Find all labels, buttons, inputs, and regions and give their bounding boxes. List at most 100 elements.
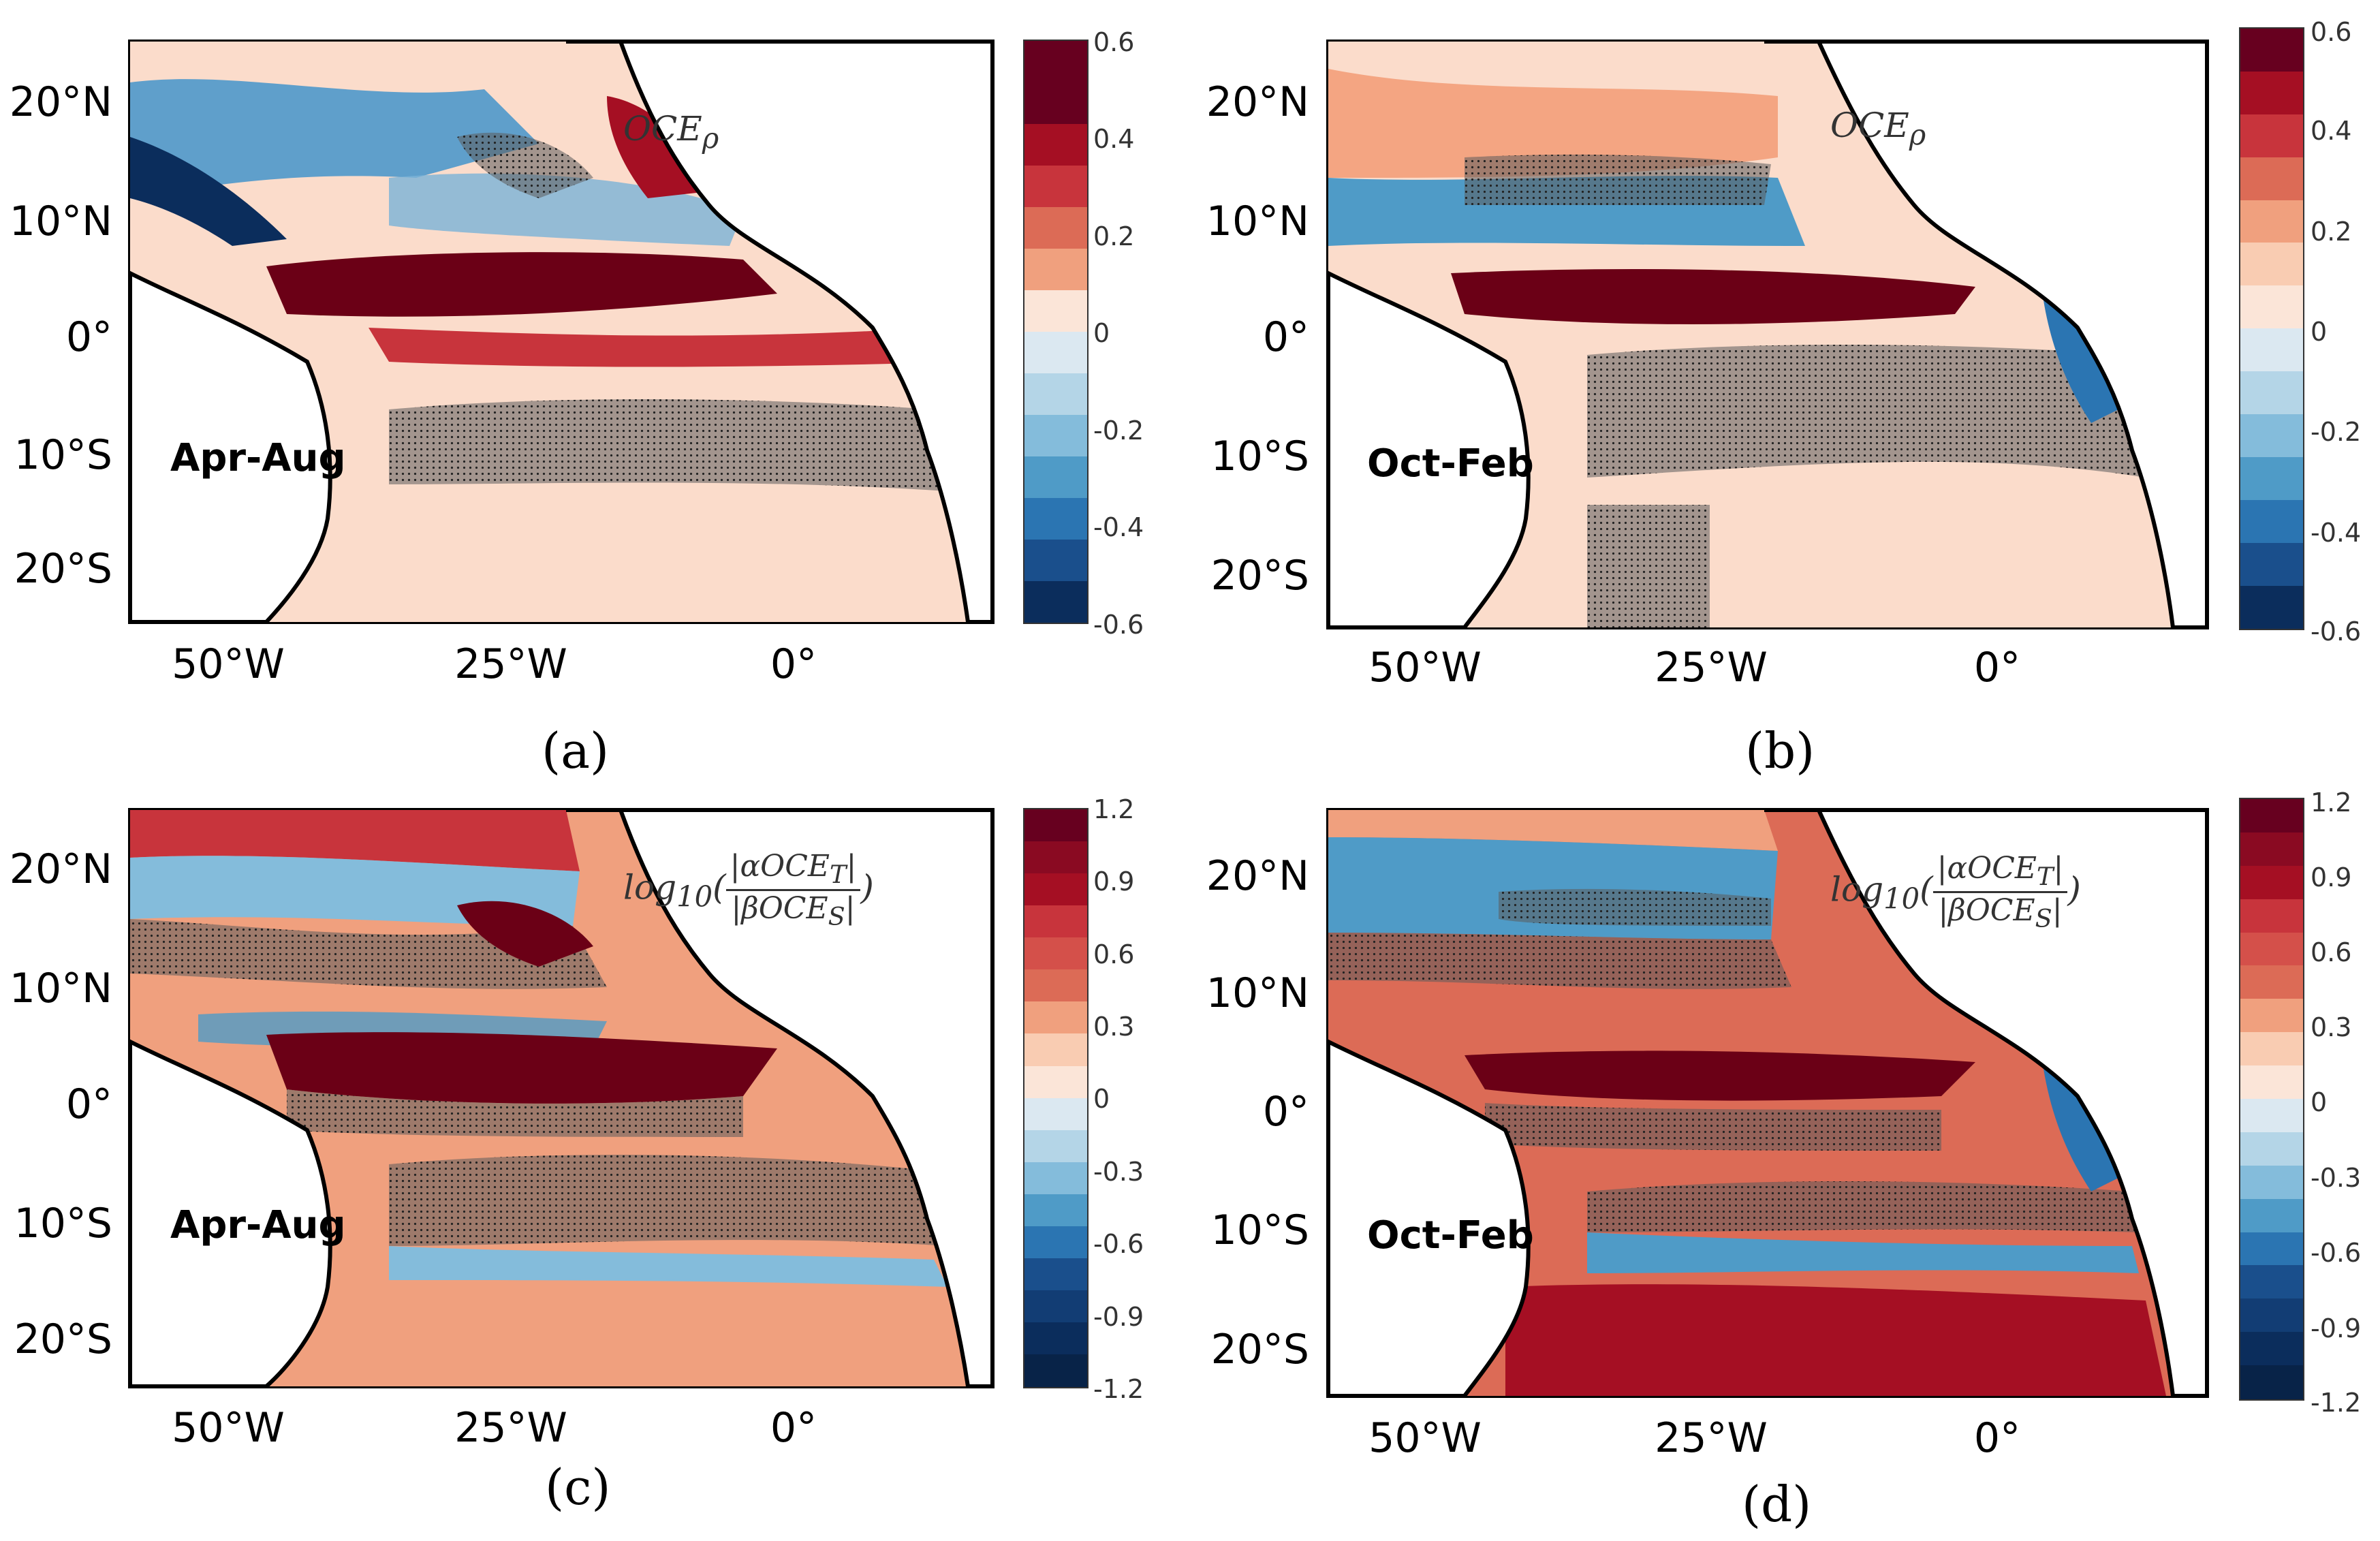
cb-b-tick-1: 0.4 [2311, 116, 2352, 146]
cb-a-3 [1024, 206, 1087, 249]
cb-c-tick-4: 0 [1093, 1084, 1110, 1114]
ytick-c-2: 0° [65, 1080, 112, 1128]
cb-c-12 [1024, 1194, 1087, 1226]
formula-a: OCEρ [623, 109, 719, 155]
formula-b-sub: ρ [1909, 118, 1926, 151]
colorbar-c [1023, 808, 1089, 1388]
cb-d-6 [2240, 999, 2303, 1033]
cb-b-tick-5: -0.4 [2311, 518, 2362, 548]
cb-d-0 [2240, 799, 2303, 832]
formula-c-num-sub: T [830, 859, 847, 889]
cb-a-tick-6: -0.6 [1093, 610, 1144, 640]
cb-d-8 [2240, 1065, 2303, 1100]
cb-c-8 [1024, 1065, 1087, 1098]
cb-a-10 [1024, 497, 1087, 540]
cb-b-0 [2240, 29, 2303, 72]
cb-d-10 [2240, 1132, 2303, 1166]
formula-d-num-text: |αOCE [1937, 851, 2037, 886]
cb-c-1 [1024, 841, 1087, 874]
formula-c-den-text: |βOCE [731, 890, 828, 926]
cb-c-tick-7: -0.9 [1093, 1302, 1144, 1332]
ytick-a-0: 20°N [9, 78, 112, 126]
formula-c-den: |βOCES| [731, 890, 856, 931]
formula-b-main: OCE [1830, 106, 1909, 145]
formula-c-num: |αOCET| [725, 849, 861, 891]
ocean-field-c [130, 810, 992, 1386]
cb-d-tick-8: -1.2 [2311, 1388, 2362, 1418]
cb-b-1 [2240, 71, 2303, 114]
cb-c-tick-5: -0.3 [1093, 1157, 1144, 1187]
cb-d-1 [2240, 832, 2303, 866]
cb-d-3 [2240, 899, 2303, 933]
cb-c-3 [1024, 905, 1087, 938]
cb-c-5 [1024, 969, 1087, 1002]
xtick-c-0: 50°W [172, 1404, 285, 1452]
cb-a-11 [1024, 539, 1087, 581]
cb-b-tick-4: -0.2 [2311, 417, 2362, 447]
cb-b-tick-6: -0.6 [2311, 617, 2362, 647]
cb-a-0 [1024, 41, 1087, 124]
cb-a-5 [1024, 290, 1087, 332]
formula-c-num-text: |αOCE [730, 849, 830, 884]
xtick-c-2: 0° [770, 1404, 817, 1452]
ytick-c-0: 20°N [9, 845, 112, 893]
formula-d-frac: |αOCET| |βOCES| [1932, 851, 2068, 933]
formula-c-den-sub: S [828, 901, 845, 931]
xtick-d-2: 0° [1973, 1414, 2021, 1462]
panel-d: 20°N 10°N 0° 10°S 20°S 50°W 25°W 0° Oct-… [1190, 770, 2380, 1541]
cb-c-10 [1024, 1130, 1087, 1162]
cb-d-tick-2: 0.6 [2311, 937, 2352, 967]
cb-c-14 [1024, 1258, 1087, 1290]
cb-c-16 [1024, 1322, 1087, 1355]
formula-d-num: |αOCET| [1932, 851, 2068, 893]
cb-c-tick-8: -1.2 [1093, 1374, 1144, 1404]
cb-b-7 [2240, 328, 2303, 372]
cb-c-2 [1024, 873, 1087, 906]
cb-c-tick-1: 0.9 [1093, 867, 1135, 897]
cb-a-tick-0: 0.6 [1093, 27, 1135, 57]
xtick-b-2: 0° [1973, 644, 2021, 691]
map-b [1326, 40, 2209, 629]
cb-d-15 [2240, 1298, 2303, 1333]
cb-d-tick-4: 0 [2311, 1087, 2328, 1117]
cb-c-17 [1024, 1354, 1087, 1387]
cb-a-9 [1024, 456, 1087, 498]
season-label-d: Oct-Feb [1367, 1213, 1534, 1258]
cb-c-4 [1024, 937, 1087, 970]
cb-b-9 [2240, 414, 2303, 457]
formula-c: log10(|αOCET| |βOCES|) [623, 849, 874, 931]
panel-a: 20°N 10°N 0° 10°S 20°S 50°W 25°W 0° Apr-… [0, 0, 1190, 779]
xtick-b-1: 25°W [1655, 644, 1768, 691]
cb-b-13 [2240, 585, 2303, 629]
cb-b-tick-2: 0.2 [2311, 217, 2352, 247]
cb-d-5 [2240, 965, 2303, 999]
panel-c: 20°N 10°N 0° 10°S 20°S 50°W 25°W 0° Apr-… [0, 770, 1190, 1541]
cb-d-tick-5: -0.3 [2311, 1163, 2362, 1193]
panel-label-b: (b) [1745, 722, 1815, 779]
formula-b: OCEρ [1830, 106, 1926, 151]
ytick-d-4: 20°S [1210, 1326, 1309, 1373]
cb-c-15 [1024, 1290, 1087, 1322]
formula-d-den: |βOCES| [1938, 892, 2063, 933]
cb-d-17 [2240, 1365, 2303, 1399]
cb-c-tick-0: 1.2 [1093, 794, 1135, 824]
panel-label-d: (d) [1742, 1476, 1812, 1533]
cb-b-3 [2240, 157, 2303, 200]
xtick-d-0: 50°W [1368, 1414, 1482, 1462]
cb-b-4 [2240, 200, 2303, 243]
ocean-field-d [1328, 810, 2207, 1396]
cb-b-tick-3: 0 [2311, 317, 2328, 347]
map-d [1326, 808, 2209, 1398]
colorbar-a [1023, 40, 1089, 624]
ytick-b-1: 10°N [1206, 198, 1309, 245]
formula-d-num-sub: T [2037, 861, 2054, 891]
ytick-a-4: 20°S [14, 545, 112, 593]
ytick-b-4: 20°S [1210, 552, 1309, 600]
panel-label-c: (c) [545, 1459, 611, 1516]
ytick-d-2: 0° [1262, 1088, 1309, 1136]
formula-c-frac: |αOCET| |βOCES| [725, 849, 861, 931]
ytick-b-0: 20°N [1206, 78, 1309, 126]
cb-a-tick-3: 0 [1093, 318, 1110, 348]
formula-c-log: log [623, 867, 677, 907]
cb-d-16 [2240, 1332, 2303, 1366]
